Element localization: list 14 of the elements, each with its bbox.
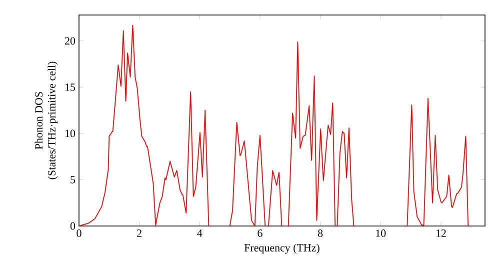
y-tick-label: 10 bbox=[65, 130, 76, 138]
y-tick-label: 15 bbox=[65, 84, 76, 91]
y-tick-label: 5 bbox=[70, 176, 76, 184]
x-tick-label: 0 bbox=[76, 230, 82, 237]
x-axis-title: Frequency (THz) bbox=[244, 244, 320, 254]
x-tick-label: 4 bbox=[197, 230, 202, 237]
x-tick-label: 6 bbox=[258, 230, 262, 237]
x-tick-label: 12 bbox=[436, 230, 446, 237]
y-tick-label: 20 bbox=[65, 37, 76, 45]
x-tick-label: 10 bbox=[376, 230, 386, 237]
y-tick-label: 0 bbox=[70, 222, 76, 230]
y-axis-title: Phonon DOS (States/THz·primitive cell) bbox=[34, 62, 58, 180]
x-tick-label: 8 bbox=[318, 230, 323, 237]
x-tick-label: 2 bbox=[137, 230, 142, 237]
